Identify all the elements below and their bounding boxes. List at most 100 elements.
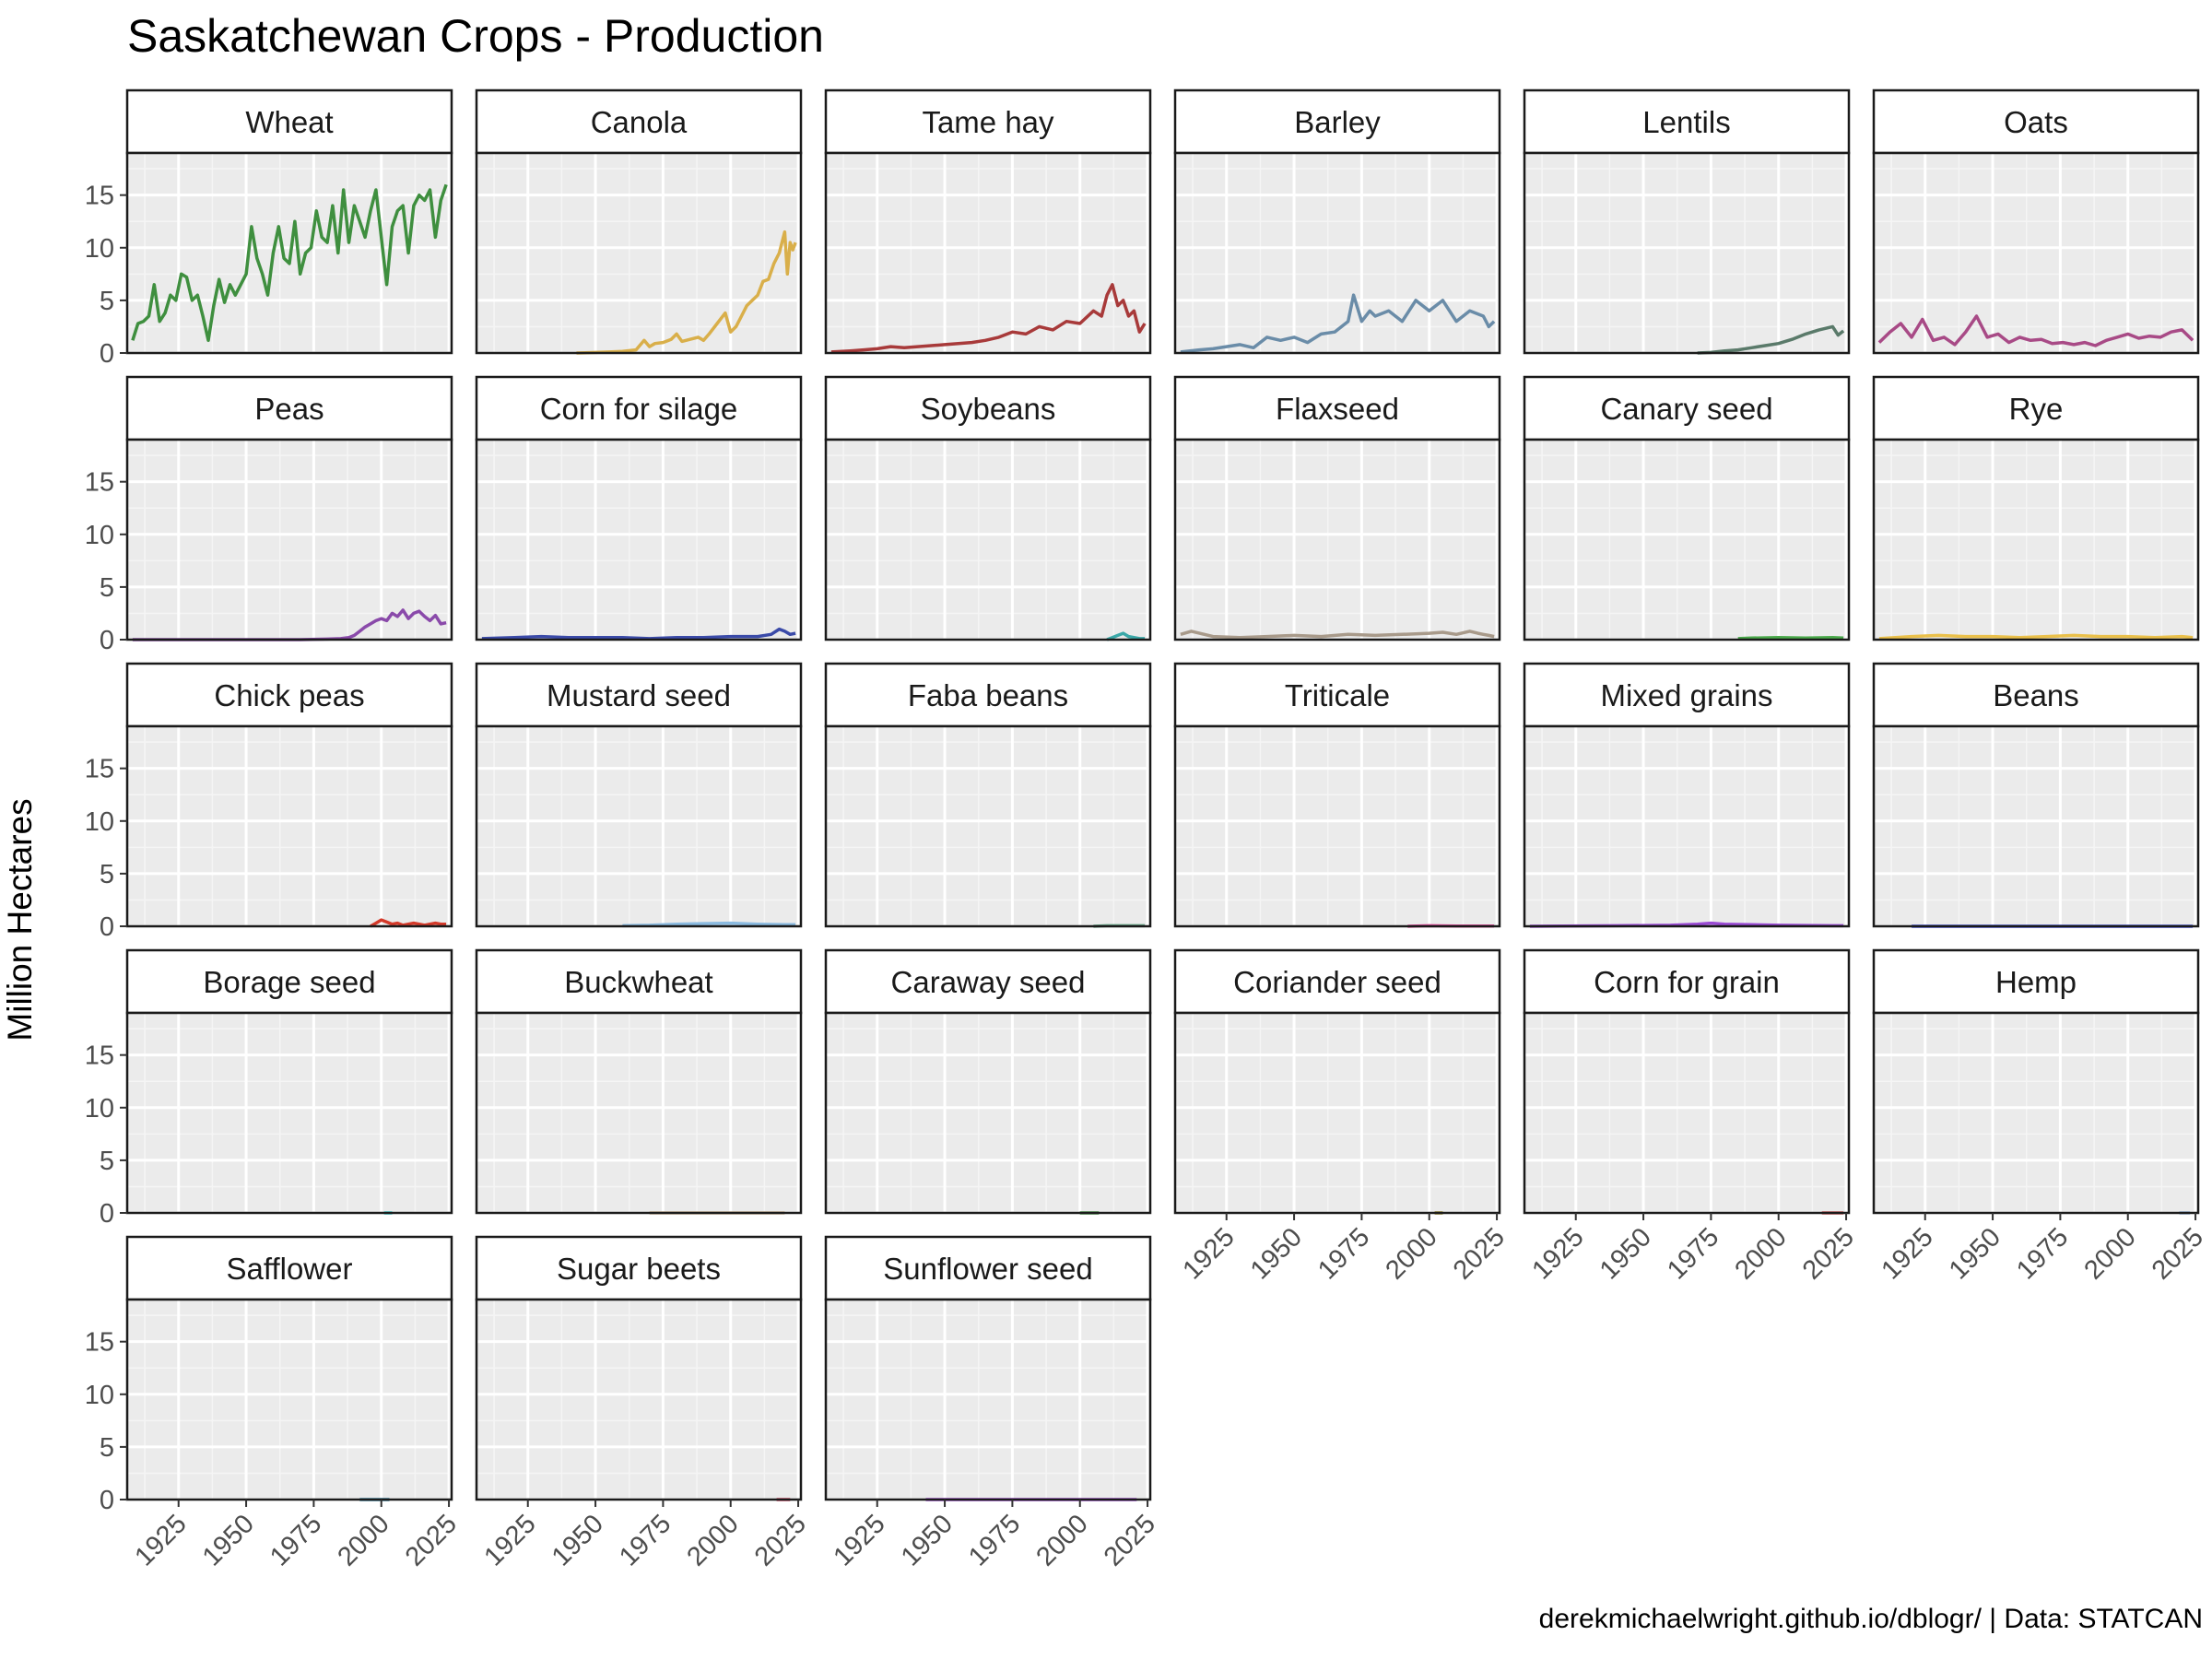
y-tick-label: 5 [100,287,114,316]
facet-strip-label: Triticale [1285,678,1390,712]
panel-background [826,1300,1150,1500]
facet-strip-label: Barley [1294,105,1381,139]
panel-border [475,151,803,355]
facet-panel: Sunflower seed 1925 1950 1975 2000 2025 [824,1235,1161,1572]
y-tick-label: 10 [85,234,114,264]
facet-strip-label: Canola [591,105,688,139]
facet-panel: Borage seed 0 5 10 15 [85,948,453,1229]
facet-panel: Lentils [1523,88,1851,355]
panel-border [125,1298,453,1501]
panel-border [1173,724,1501,928]
panel-border [125,151,453,355]
facet-panel: Tame hay [824,88,1152,355]
x-tick-label: 2000 [1030,1509,1093,1571]
panel-border [824,438,1152,641]
panel-background [1175,153,1500,353]
facet-panel: Hemp 1925 1950 1975 2000 2025 [1872,948,2209,1286]
facet-panel: Canary seed [1523,375,1851,641]
facet-panel: Faba beans [824,662,1152,928]
y-tick-label: 10 [85,807,114,837]
facet-strip-label: Rye [2009,392,2064,426]
facet-strip [125,948,453,1015]
y-tick-label: 5 [100,860,114,889]
panel-border [1872,438,2200,641]
panel-border [824,724,1152,928]
x-tick-label: 1975 [614,1509,677,1571]
x-tick-label: 2025 [1099,1509,1161,1571]
facet-panel: Corn for grain 1925 1950 1975 2000 2025 [1523,948,1860,1286]
x-tick-label: 2025 [400,1509,463,1571]
facet-panel: Peas 0 5 10 15 [85,375,453,655]
series-line [1737,635,1844,641]
facet-strip [1173,88,1501,155]
x-tick-label: 1950 [1594,1222,1657,1285]
panel-background [826,153,1150,353]
panel-border [125,724,453,928]
facet-strip-label: Mustard seed [547,678,731,712]
x-tick-label: 2000 [1729,1222,1792,1285]
facet-strip-label: Flaxseed [1276,392,1399,426]
panel-background [1524,153,1849,353]
panel-border [475,1011,803,1215]
panel-border [1872,1011,2200,1215]
x-tick-label: 1950 [1944,1222,2006,1285]
facet-panel: Chick peas 0 5 10 15 [85,662,453,942]
x-tick-label: 1925 [1177,1222,1240,1285]
facet-panel: Mixed grains [1523,662,1851,928]
facet-strip-label: Coriander seed [1233,965,1441,999]
x-tick-label: 2025 [1797,1222,1860,1285]
x-tick-label: 2000 [332,1509,394,1571]
facet-strip [1173,948,1501,1015]
panel-background [826,726,1150,926]
facet-strip [1523,948,1851,1015]
panel-background [826,1013,1150,1213]
series-line [481,627,796,641]
y-tick-label: 0 [100,339,114,369]
panel-background [127,726,452,926]
y-tick-label: 15 [85,755,114,784]
facet-strip-label: Chick peas [214,678,364,712]
facet-strip-label: Borage seed [203,965,375,999]
panel-background [127,440,452,640]
y-tick-label: 0 [100,626,114,655]
facet-strip-label: Faba beans [908,678,1068,712]
panel-background [1874,1013,2198,1213]
panel-border [1173,151,1501,355]
facet-panel: Wheat 0 5 10 15 [85,88,453,369]
panel-border [475,438,803,641]
x-tick-label: 1950 [547,1509,609,1571]
panel-background [1524,440,1849,640]
panel-border [1173,1011,1501,1215]
facet-strip [1173,375,1501,441]
y-tick-label: 5 [100,573,114,603]
facet-strip-label: Safflower [227,1252,353,1286]
facet-panel: Soybeans [824,375,1152,641]
facet-strip-label: Peas [254,392,324,426]
facet-panel: Corn for silage [475,375,803,641]
facet-panel: Triticale [1173,662,1501,928]
y-tick-label: 5 [100,1147,114,1176]
facet-strip-label: Mixed grains [1600,678,1772,712]
facet-strip-label: Caraway seed [891,965,1086,999]
chart-title: Saskatchewan Crops - Production [127,10,824,62]
panel-background [1175,726,1500,926]
facet-panel: Mustard seed [475,662,803,928]
facet-strip-label: Soybeans [921,392,1056,426]
panel-background [826,440,1150,640]
facet-panel: Caraway seed [824,948,1152,1215]
x-tick-label: 2025 [749,1509,812,1571]
y-tick-label: 0 [100,912,114,942]
panel-background [1874,440,2198,640]
facet-panel: Oats [1872,88,2200,355]
facet-panel: Beans [1872,662,2200,928]
x-tick-label: 2000 [2078,1222,2141,1285]
panel-border [824,1298,1152,1501]
x-tick-label: 1975 [265,1509,327,1571]
panel-border [1872,724,2200,928]
facet-panel: Flaxseed [1173,375,1501,641]
facet-strip [125,662,453,728]
x-tick-label: 1950 [197,1509,260,1571]
x-tick-label: 1950 [896,1509,959,1571]
y-tick-label: 10 [85,1381,114,1410]
y-tick-label: 15 [85,182,114,211]
